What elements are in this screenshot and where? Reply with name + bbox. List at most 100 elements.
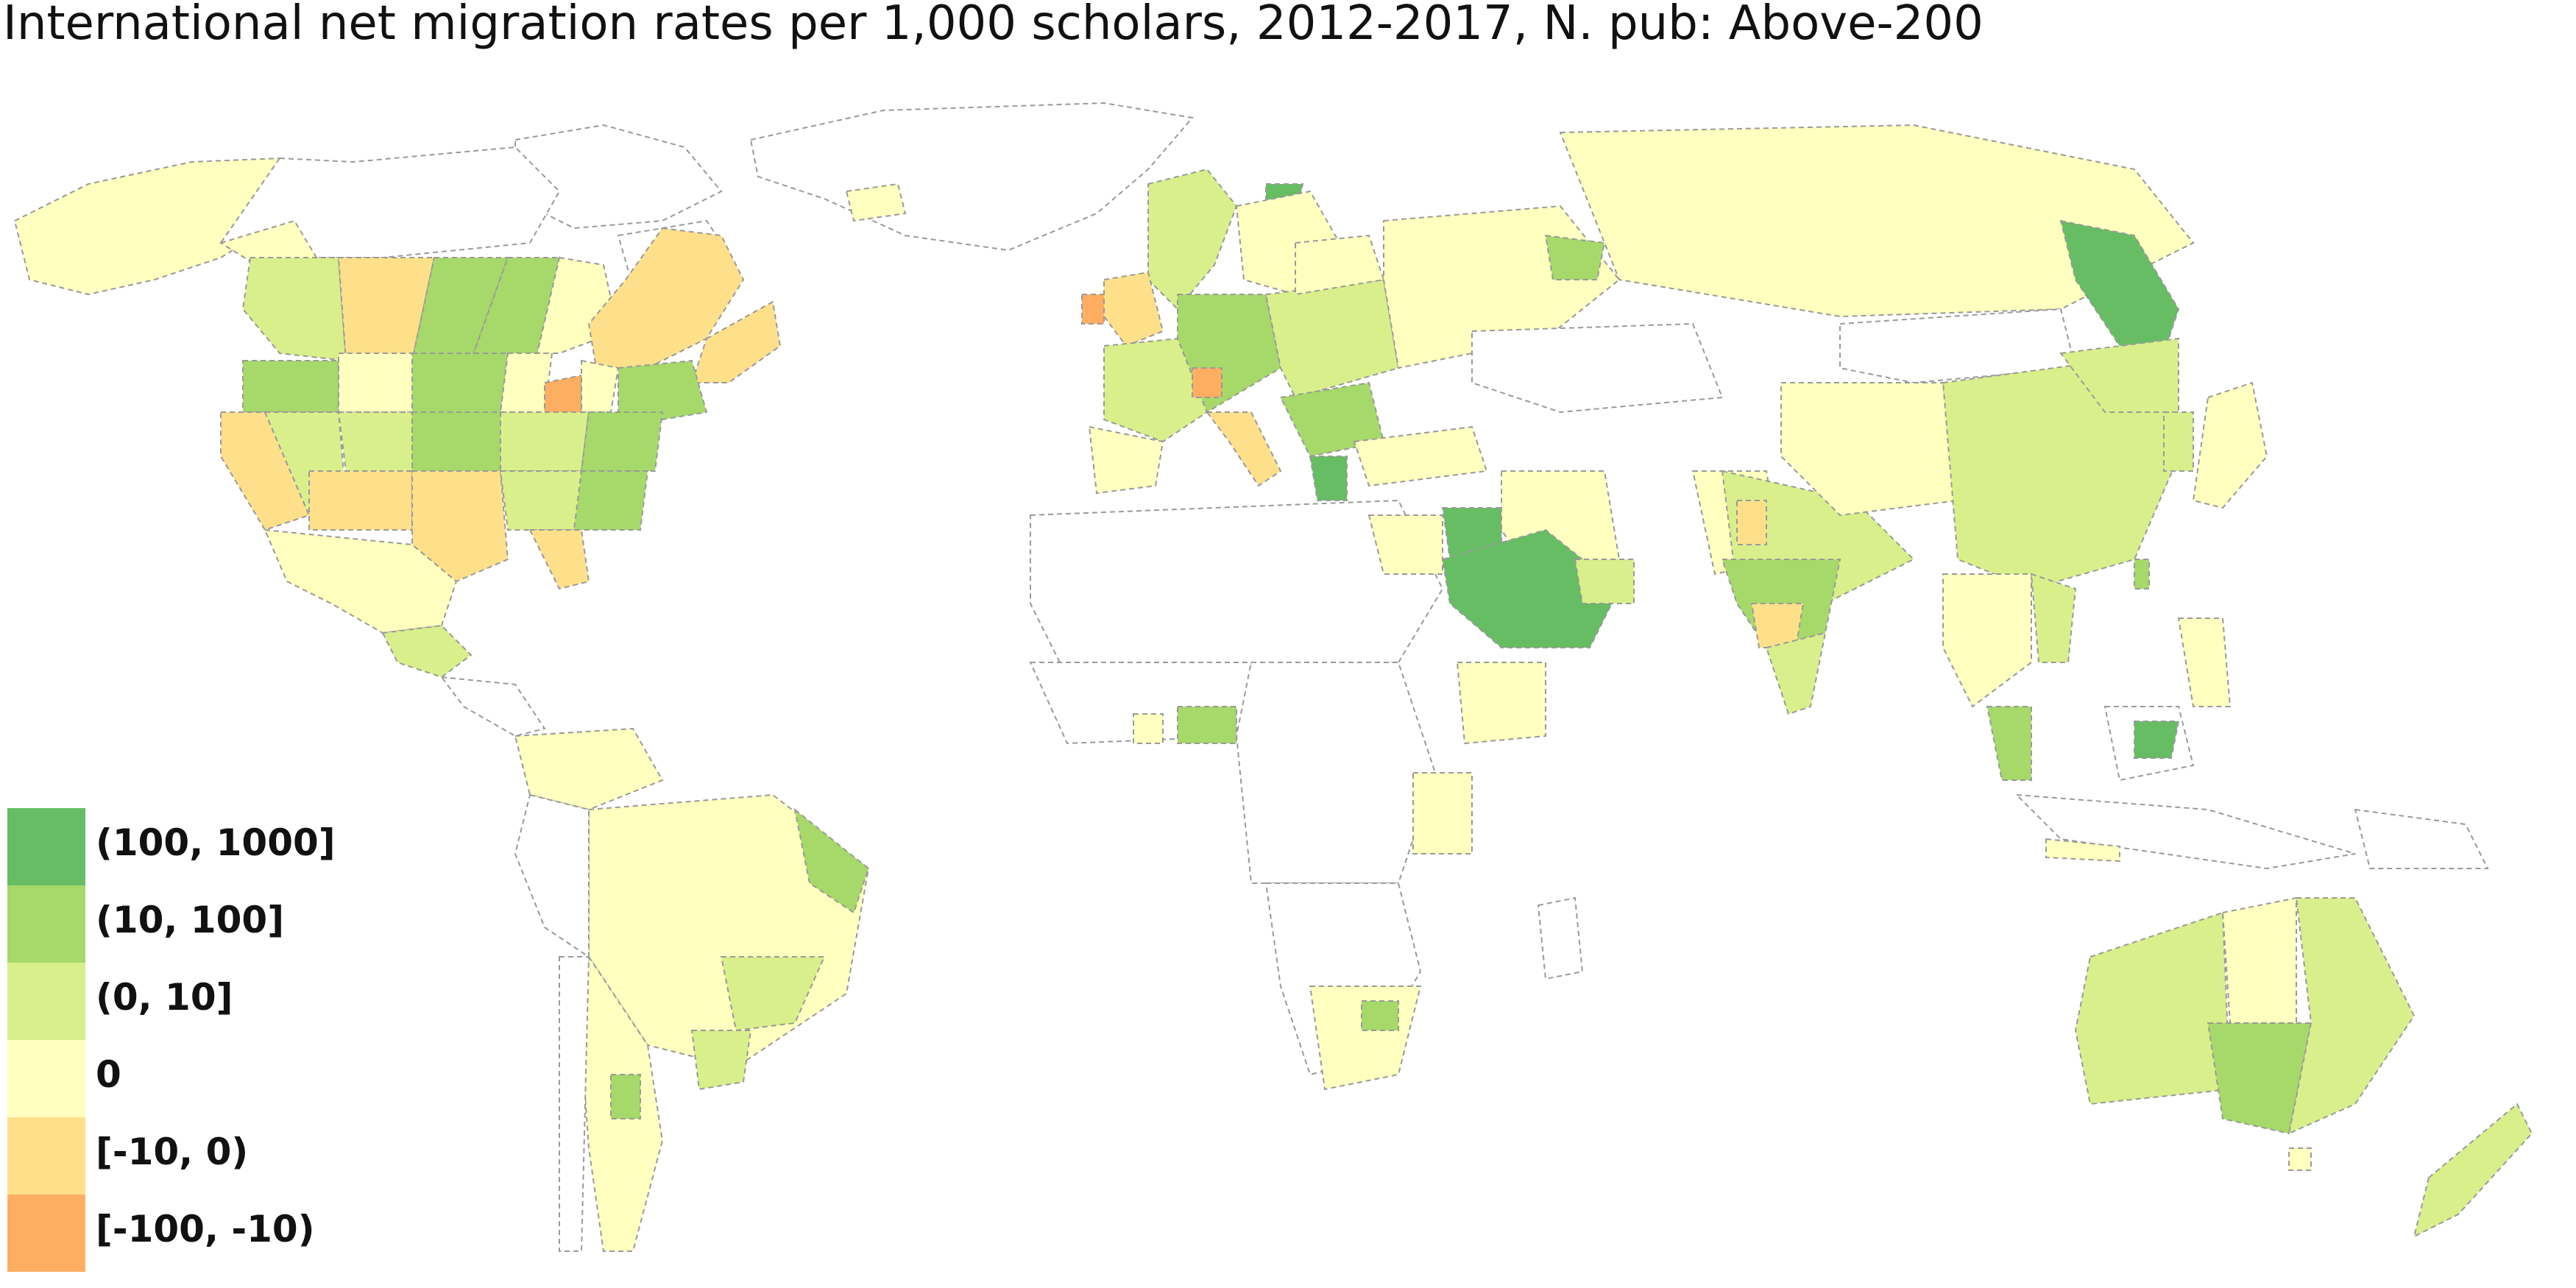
- region-ireland: [1081, 294, 1105, 325]
- region-switzerland: [1192, 367, 1222, 398]
- region-france: [1103, 337, 1209, 443]
- region-baltic: [1295, 234, 1385, 296]
- region-egypt: [1367, 514, 1443, 575]
- region-usa-dakotas: [411, 353, 509, 413]
- region-turkey: [1353, 425, 1488, 487]
- region-nigeria: [1177, 706, 1237, 744]
- legend-swatch: [7, 1117, 85, 1195]
- region-mongolia: [1839, 308, 2077, 384]
- region-usa-michigan: [581, 359, 620, 413]
- legend-item: (10, 100]: [7, 885, 523, 963]
- region-madagascar: [1537, 896, 1584, 980]
- region-ethiopia: [1456, 662, 1546, 745]
- legend-swatch: [7, 1040, 85, 1117]
- region-usa-minnesota: [499, 353, 553, 413]
- region-russia-moscow: [1544, 234, 1606, 280]
- region-indonesia: [2014, 793, 2356, 870]
- region-borneo-north: [2134, 721, 2180, 759]
- region-australia-northern-territory: [2221, 896, 2297, 1024]
- region-usa-mountain-north: [338, 353, 413, 413]
- region-usa-california: [220, 411, 311, 531]
- region-central-america: [439, 676, 546, 737]
- region-usa-midwest: [500, 411, 590, 472]
- legend-item: (100, 1000]: [7, 808, 523, 885]
- region-australia-east: [2287, 897, 2416, 1135]
- region-myanmar-thailand: [1942, 573, 2032, 708]
- region-usa-southeast: [573, 470, 649, 531]
- legend-item: (0, 10]: [7, 963, 523, 1040]
- region-korea: [2163, 411, 2194, 472]
- region-usa-wisconsin: [544, 374, 582, 413]
- region-mexico: [263, 528, 458, 634]
- region-greenland: [749, 102, 1194, 252]
- legend-swatch: [7, 808, 85, 885]
- legend-label: [-100, -10): [96, 1208, 315, 1250]
- region-australia-west: [2074, 911, 2232, 1105]
- region-brazil-southeast: [720, 956, 826, 1032]
- region-taiwan: [2134, 559, 2150, 590]
- region-peru-bolivia: [514, 793, 590, 958]
- region-arctic-islands: [514, 124, 723, 230]
- region-usa-northwest: [242, 360, 339, 413]
- region-usa-northeast: [618, 359, 708, 428]
- region-usa-arizona-nm: [308, 470, 413, 531]
- region-greece: [1309, 456, 1348, 501]
- legend-item: 0: [7, 1040, 523, 1117]
- region-scandinavia: [1147, 168, 1238, 311]
- region-eastern-europe: [1264, 278, 1400, 399]
- region-japan: [2192, 381, 2268, 509]
- region-india-south: [1765, 631, 1827, 715]
- legend-swatch: [7, 885, 85, 963]
- region-canada-saskatchewan: [411, 257, 509, 361]
- country-borders: [13, 102, 2533, 1252]
- region-chile: [559, 956, 590, 1252]
- region-gulf-states: [1574, 559, 1635, 604]
- region-kenya-tanzania: [1412, 772, 1473, 854]
- legend-label: (100, 1000]: [96, 821, 336, 864]
- region-italy: [1206, 411, 1282, 487]
- legend-swatch: [7, 963, 85, 1040]
- region-iceland: [845, 183, 907, 222]
- legend-swatch: [7, 1195, 85, 1272]
- region-usa-kansas-nebraska: [411, 411, 501, 472]
- legend-label: (10, 100]: [96, 899, 285, 941]
- region-mexico-south: [381, 624, 473, 679]
- region-kazakhstan: [1471, 322, 1724, 414]
- region-iberia: [1088, 425, 1164, 495]
- region-usa-florida: [528, 529, 590, 590]
- region-philippines: [2177, 618, 2232, 707]
- region-canada-alberta: [337, 257, 436, 361]
- region-papua: [2354, 808, 2489, 869]
- legend-item: [-100, -10): [7, 1195, 523, 1272]
- region-argentina-west: [610, 1074, 641, 1119]
- region-ghana: [1133, 713, 1164, 744]
- region-java: [2045, 838, 2120, 863]
- region-usa-south-central: [499, 470, 583, 531]
- region-canada-manitoba: [470, 257, 561, 362]
- region-johannesburg: [1361, 1000, 1399, 1031]
- region-tasmania: [2288, 1147, 2312, 1171]
- legend-item: [-10, 0): [7, 1117, 523, 1195]
- region-north-africa: [1030, 499, 1444, 679]
- region-new-zealand: [2413, 1103, 2533, 1238]
- region-china-north: [2059, 337, 2179, 413]
- region-alaska: [13, 157, 325, 296]
- region-uruguay-south-brazil: [690, 1030, 752, 1091]
- region-canada-atlantic: [690, 300, 782, 383]
- region-canada-bc: [241, 257, 347, 362]
- region-central-africa: [1235, 662, 1437, 884]
- map-title: International net migration rates per 1,…: [3, 0, 1984, 51]
- legend-label: [-10, 0): [96, 1130, 249, 1173]
- region-brazil-northeast: [793, 807, 870, 914]
- region-canada-quebec: [587, 227, 745, 369]
- region-india-maharashtra: [1750, 603, 1805, 648]
- legend-label: 0: [96, 1053, 121, 1096]
- legend-label: (0, 10]: [96, 976, 233, 1019]
- region-usa-ohio-valley: [580, 411, 664, 472]
- region-usa-colorado: [337, 411, 413, 472]
- region-china-west: [1780, 382, 1959, 517]
- region-india-rajasthan: [1736, 500, 1767, 545]
- region-usa-texas: [411, 470, 509, 583]
- region-malaysia-peninsula: [1986, 706, 2032, 781]
